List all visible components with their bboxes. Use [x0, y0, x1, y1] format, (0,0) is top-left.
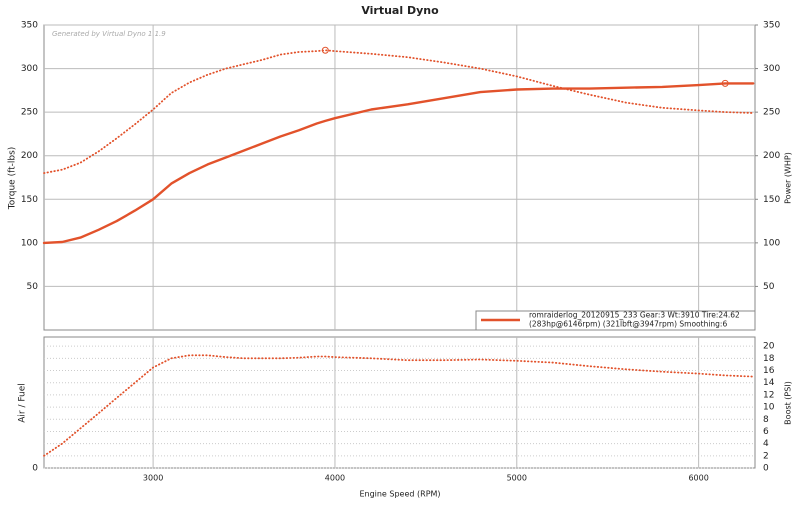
x-tick-label: 4000: [325, 474, 345, 483]
data-line: [43, 49, 755, 174]
y2-tick-label: 14: [763, 378, 775, 388]
plot-area: [43, 336, 756, 469]
y-tick-label: 50: [27, 282, 39, 292]
legend-text: romraiderlog_20120915_233 Gear:3 Wt:3910…: [529, 311, 740, 320]
y2-tick-label: 100: [763, 238, 780, 248]
y2-tick-label: 20: [763, 342, 775, 352]
y2-tick-label: 18: [763, 354, 775, 364]
y2-tick-label: 200: [763, 151, 780, 161]
data-line: [43, 354, 755, 457]
legend-box: [475, 310, 756, 331]
y-tick-label: 350: [21, 21, 38, 31]
x-tick-label: 6000: [688, 474, 708, 483]
y2-tick-label: 250: [763, 108, 780, 118]
chart-title: Virtual Dyno: [361, 4, 439, 17]
y2-tick-label: 6: [763, 427, 769, 437]
y-axis-label: Torque (ft-lbs): [8, 147, 18, 211]
y2-axis-label: Boost (PSI): [784, 381, 793, 425]
y2-axis-label: Power (WHP): [784, 152, 793, 204]
y2-tick-label: 150: [763, 195, 780, 205]
y2-tick-label: 16: [763, 366, 775, 376]
y-tick-label: 100: [21, 238, 38, 248]
peak-marker: [321, 46, 329, 54]
x-axis-label: Engine Speed (RPM): [359, 490, 440, 499]
peak-marker: [721, 79, 729, 87]
x-tick-label: 5000: [507, 474, 527, 483]
y2-tick-label: 8: [763, 415, 769, 425]
y-tick-label: 150: [21, 195, 38, 205]
y2-tick-label: 12: [763, 390, 774, 400]
y2-tick-label: 300: [763, 64, 780, 74]
y2-tick-label: 4: [763, 439, 769, 449]
y-tick-label: 200: [21, 151, 38, 161]
y-axis-label: Air / Fuel: [18, 383, 28, 423]
y2-tick-label: 10: [763, 403, 775, 413]
y2-tick-label: 0: [763, 464, 769, 474]
y-tick-label: 250: [21, 108, 38, 118]
y-tick-label: 300: [21, 64, 38, 74]
y2-tick-label: 350: [763, 21, 780, 31]
watermark: Generated by Virtual Dyno 1.1.9: [52, 30, 166, 38]
y2-tick-label: 50: [763, 282, 775, 292]
legend-text: (283hp@6146rpm) (321lbft@3947rpm) Smooth…: [529, 320, 727, 329]
y-tick-label: 0: [32, 464, 38, 474]
data-line: [42, 82, 755, 245]
x-tick-label: 3000: [143, 474, 163, 483]
y2-tick-label: 2: [763, 451, 769, 461]
